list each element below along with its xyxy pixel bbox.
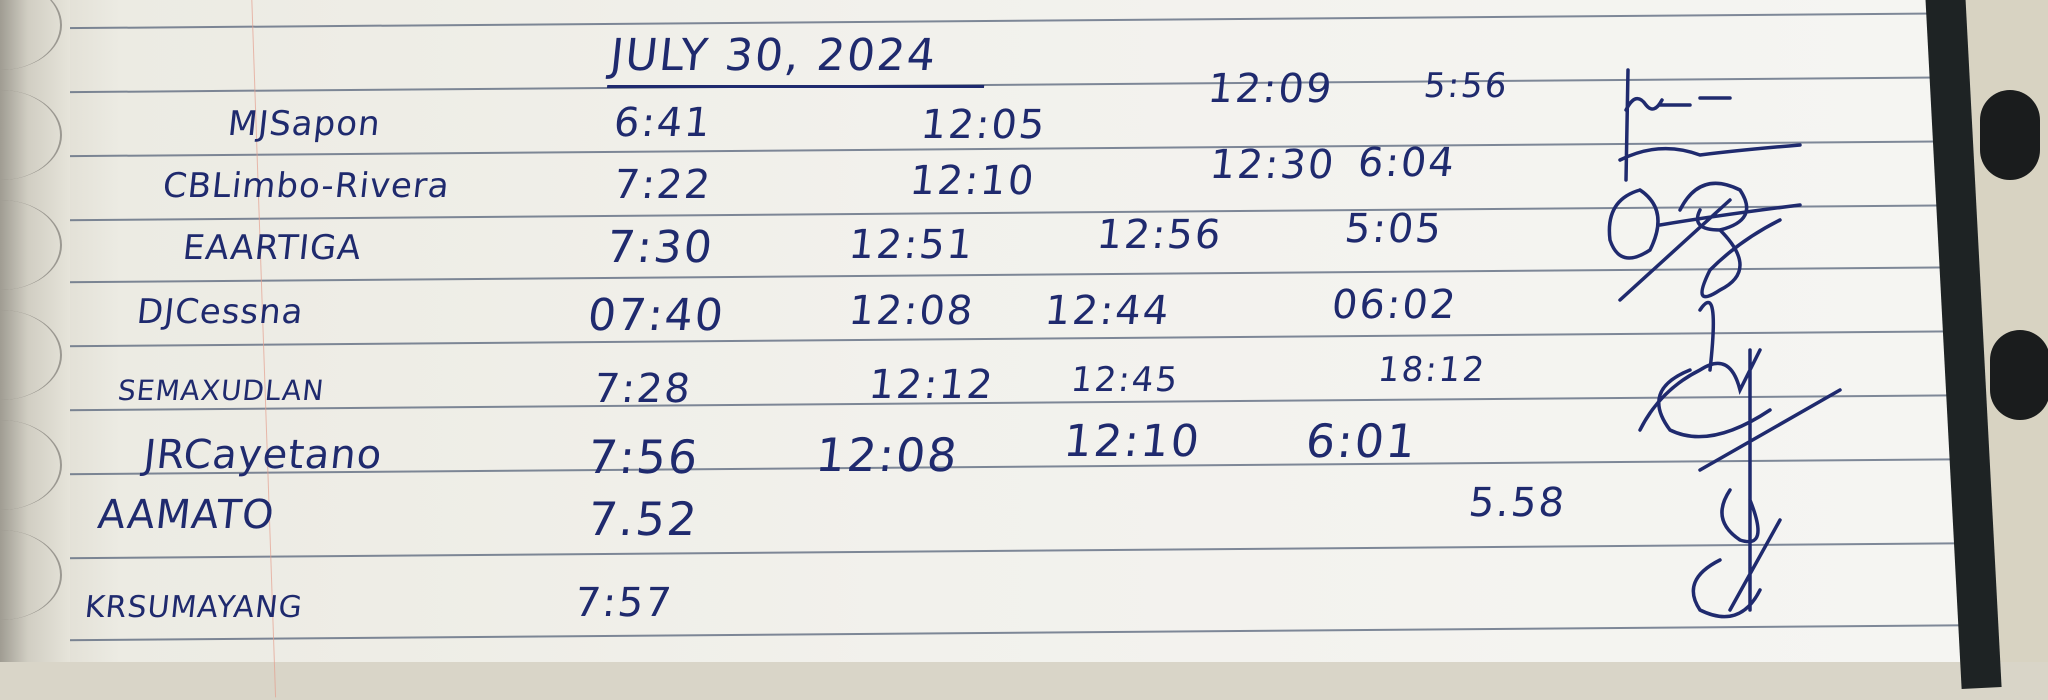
time-in: 7:22 xyxy=(611,162,715,208)
time-out: 6:01 xyxy=(1303,414,1421,468)
break-in: 12:44 xyxy=(1042,288,1173,334)
break-in: 12:45 xyxy=(1068,360,1182,400)
employee-name: SEMAXUDLAN xyxy=(116,374,327,407)
break-out: 12:08 xyxy=(813,428,962,482)
signatures xyxy=(1607,68,1842,619)
signature-1 xyxy=(1607,68,1802,302)
break-out: 12:10 xyxy=(907,158,1038,204)
break-in: 12:56 xyxy=(1094,212,1225,258)
time-in: 6:41 xyxy=(611,100,715,146)
time-out: 6:04 xyxy=(1355,140,1459,186)
employee-name: EAARTIGA xyxy=(180,228,364,268)
time-out: 18:12 xyxy=(1375,350,1489,390)
employee-name: KRSUMAYANG xyxy=(83,590,305,625)
time-in: 7:30 xyxy=(604,222,717,273)
time-in: 07:40 xyxy=(585,290,728,341)
employee-name: DJCessna xyxy=(134,292,306,332)
time-in: 7:56 xyxy=(585,430,703,484)
time-in: 7:28 xyxy=(591,366,695,412)
time-out: 5:05 xyxy=(1342,206,1446,252)
break-out: 12:12 xyxy=(866,362,997,408)
time-out: 5.58 xyxy=(1466,480,1569,526)
break-in: 12:30 xyxy=(1207,142,1338,188)
page-curl xyxy=(0,0,70,662)
time-out: 06:02 xyxy=(1329,282,1460,328)
time-out: 5:56 xyxy=(1421,66,1511,106)
employee-name: JRCayetano xyxy=(141,432,385,478)
break-in: 12:09 xyxy=(1205,66,1336,112)
break-in: 12:10 xyxy=(1061,416,1204,467)
employee-name: MJSapon xyxy=(225,104,383,144)
break-out: 12:08 xyxy=(846,288,977,334)
time-in: 7:57 xyxy=(572,580,676,626)
employee-name: AAMATO xyxy=(95,492,277,538)
employee-name: CBLimbo-Rivera xyxy=(160,166,452,206)
signature-2 xyxy=(1638,300,1842,619)
time-in: 7.52 xyxy=(585,492,702,546)
break-out: 12:51 xyxy=(846,222,977,268)
break-out: 12:05 xyxy=(918,102,1049,148)
log-date: JULY 30, 2024 xyxy=(606,30,990,88)
